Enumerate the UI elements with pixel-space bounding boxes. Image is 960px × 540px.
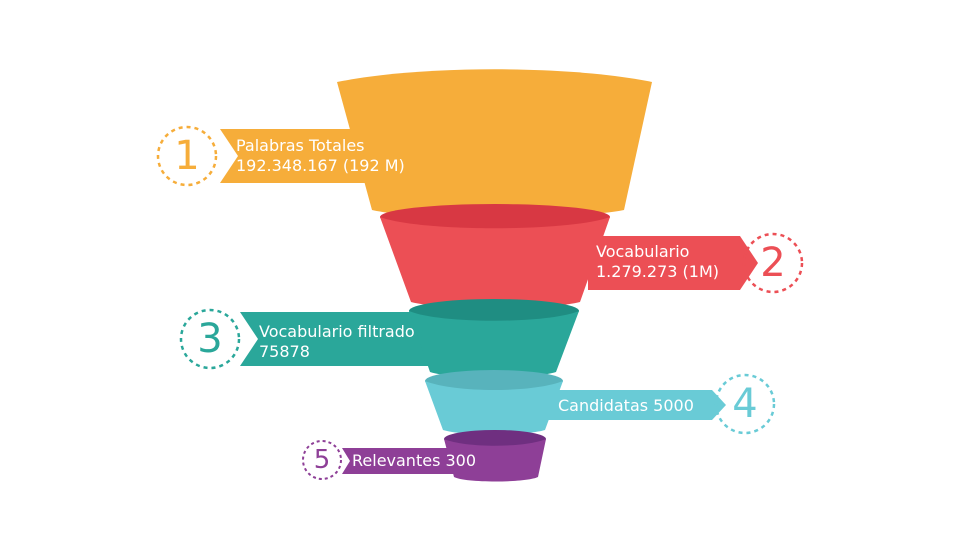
stage-5-ribbon (342, 448, 458, 474)
stage-3-number: 3 (197, 316, 223, 362)
stage-2-ribbon (588, 236, 758, 290)
stage-1-number: 1 (174, 133, 200, 179)
stage-3-funnel-rim (409, 299, 579, 323)
stage-5-funnel-rim (444, 430, 546, 448)
stage-3-title: Vocabulario filtrado (259, 322, 415, 341)
stage-4-funnel-rim (425, 370, 563, 392)
stage-1-label: Palabras Totales 192.348.167 (192 M) (236, 136, 405, 176)
stage-5-funnel-tier (444, 439, 546, 482)
stage-5-circle (302, 440, 342, 480)
stage-3-funnel-tier (409, 311, 579, 378)
stage-2-funnel-rim (380, 204, 610, 230)
stage-1-title: Palabras Totales (236, 136, 365, 155)
stage-3-ribbon (240, 312, 445, 366)
stage-3-circle (179, 308, 241, 370)
stage-3-value: 75878 (259, 342, 310, 361)
stage-4-funnel-tier (425, 381, 563, 435)
stage-1-value: 192.348.167 (192 M) (236, 156, 405, 175)
stage-4-label: Candidatas 5000 (558, 396, 694, 416)
stage-4-ribbon (548, 390, 710, 420)
stage-4-title: Candidatas 5000 (558, 396, 694, 415)
stage-2-value: 1.279.273 (1M) (596, 262, 719, 281)
stage-4-ribbon-tip (700, 390, 726, 420)
stage-2-funnel-tier (380, 217, 610, 308)
stage-2-label: Vocabulario 1.279.273 (1M) (596, 242, 719, 282)
stage-2-circle (742, 232, 804, 294)
stage-3-label: Vocabulario filtrado 75878 (259, 322, 415, 362)
stage-5-number: 5 (313, 445, 331, 475)
stage-5-title: Relevantes 300 (352, 451, 477, 470)
stage-2-title: Vocabulario (596, 242, 690, 261)
stage-1-funnel-tier (337, 69, 652, 218)
stage-4-circle (714, 373, 776, 435)
stage-4-number: 4 (732, 381, 758, 427)
stage-1-circle (156, 125, 218, 187)
stage-2-number: 2 (760, 240, 786, 286)
stage-5-label: Relevantes 300 (352, 451, 476, 471)
